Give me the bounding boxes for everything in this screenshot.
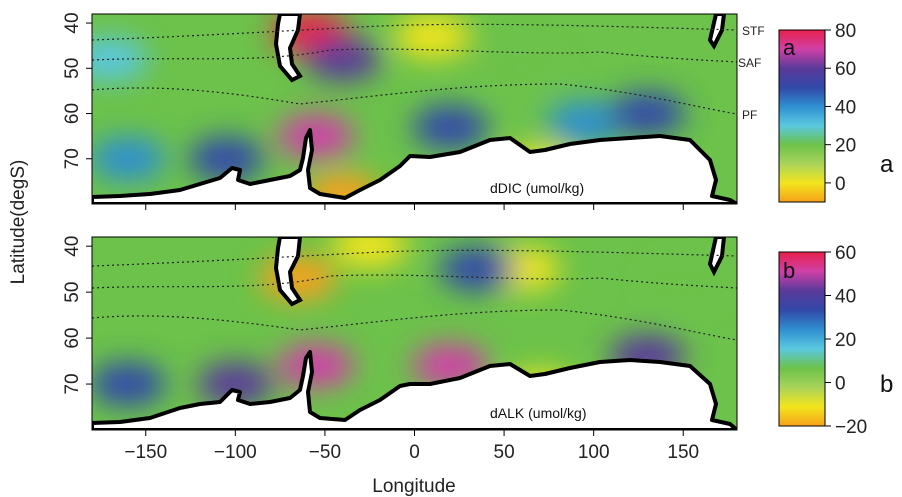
colorbar-b: b −20 0 20 40 60 b: [778, 243, 893, 438]
colorbar-tick-label: 20: [835, 330, 856, 351]
heatmap-cell: [277, 343, 354, 388]
heatmap-cell: [92, 37, 148, 82]
heatmap-cell: [197, 362, 274, 407]
colorbar-tick-label: −20: [835, 417, 867, 438]
heatmap-cell: [92, 362, 166, 407]
colorbar-tick-label: 60: [835, 243, 856, 264]
y-axis-title: Latitude(degS): [8, 160, 29, 285]
colorbar-b-letter: b: [783, 258, 795, 283]
heatmap-cell: [484, 46, 560, 91]
antarctica-land-a: [92, 128, 737, 204]
colorbar-tick-label: 60: [835, 59, 856, 80]
south-america-land-b: [273, 237, 303, 307]
front-label-pf: PF: [742, 108, 757, 122]
colorbar-a-ticks: 0 20 40 60 80: [825, 21, 856, 195]
heatmap-cell: [439, 247, 516, 292]
colorbar-tick-label: 40: [835, 287, 856, 308]
x-tick-label: 100: [578, 442, 610, 463]
heatmap-cell: [304, 37, 381, 82]
heatmap-cell: [92, 136, 166, 181]
heatmap-cell: [645, 260, 722, 305]
x-tick-label: 150: [667, 442, 699, 463]
new-zealand-land-b: [707, 237, 727, 277]
y-tick-label: 60: [62, 103, 83, 124]
colorbar-tick-label: 0: [835, 374, 846, 395]
y-tick-label: 50: [62, 58, 83, 79]
colorbar-tick-label: 0: [835, 174, 846, 195]
colorbar-b-label: b: [880, 371, 893, 398]
heatmap-cell: [188, 136, 265, 181]
heatmap-cell: [412, 105, 489, 150]
colorbar-b-ramp: [778, 251, 826, 427]
colorbar-a-letter: a: [783, 35, 796, 60]
x-axis-title: Longitude: [372, 476, 455, 497]
x-tick-label: −50: [309, 442, 341, 463]
y-tick-label: 70: [62, 373, 83, 394]
x-tick-label: 0: [409, 442, 420, 463]
y-tick-label: 50: [62, 282, 83, 303]
x-axis: −150 −100 −50 0 50 100 150: [124, 442, 699, 463]
x-tick-label: −150: [124, 442, 167, 463]
front-pf-b: [92, 309, 737, 341]
colorbar-tick-label: 20: [835, 136, 856, 157]
colorbar-a: a 0 20 40 60 80 a: [778, 21, 894, 203]
y-tick-label: 60: [62, 328, 83, 349]
heatmap-cell: [394, 14, 471, 59]
front-label-saf: SAF: [738, 56, 761, 70]
heatmap-cell: [546, 100, 623, 145]
colorbar-a-label: a: [880, 151, 894, 178]
front-pf-a: [92, 83, 737, 115]
heatmap-cell: [609, 91, 686, 136]
colorbar-a-ramp: [778, 29, 826, 203]
y-tick-label: 70: [62, 148, 83, 169]
antarctica-land-b: [92, 350, 737, 430]
y-tick-label: 40: [62, 236, 83, 257]
colorbar-tick-label: 40: [835, 97, 856, 118]
heatmap-cell: [331, 237, 408, 269]
colorbar-tick-label: 80: [835, 21, 856, 42]
x-tick-label: 50: [494, 442, 515, 463]
panel-b-y-axis: 40 50 60 70: [62, 236, 684, 436]
panel-alk: dALK (umol/kg) 40 50 60 70: [62, 236, 738, 436]
heatmap-cell: [277, 114, 354, 159]
colorbar-b-ticks: −20 0 20 40 60: [825, 243, 867, 438]
south-america-land-a: [273, 14, 303, 83]
y-tick-label: 40: [62, 12, 83, 33]
panel-a-y-axis: 40 50 60 70: [62, 12, 684, 210]
front-label-stf: STF: [742, 24, 765, 38]
panel-b-annotation: dALK (umol/kg): [490, 405, 586, 421]
panel-a-annotation: dDIC (umol/kg): [490, 180, 584, 196]
panel-dic: STF SAF PF dDIC (umol/kg) 40 50 60 70: [62, 12, 765, 210]
x-tick-label: −100: [214, 442, 257, 463]
